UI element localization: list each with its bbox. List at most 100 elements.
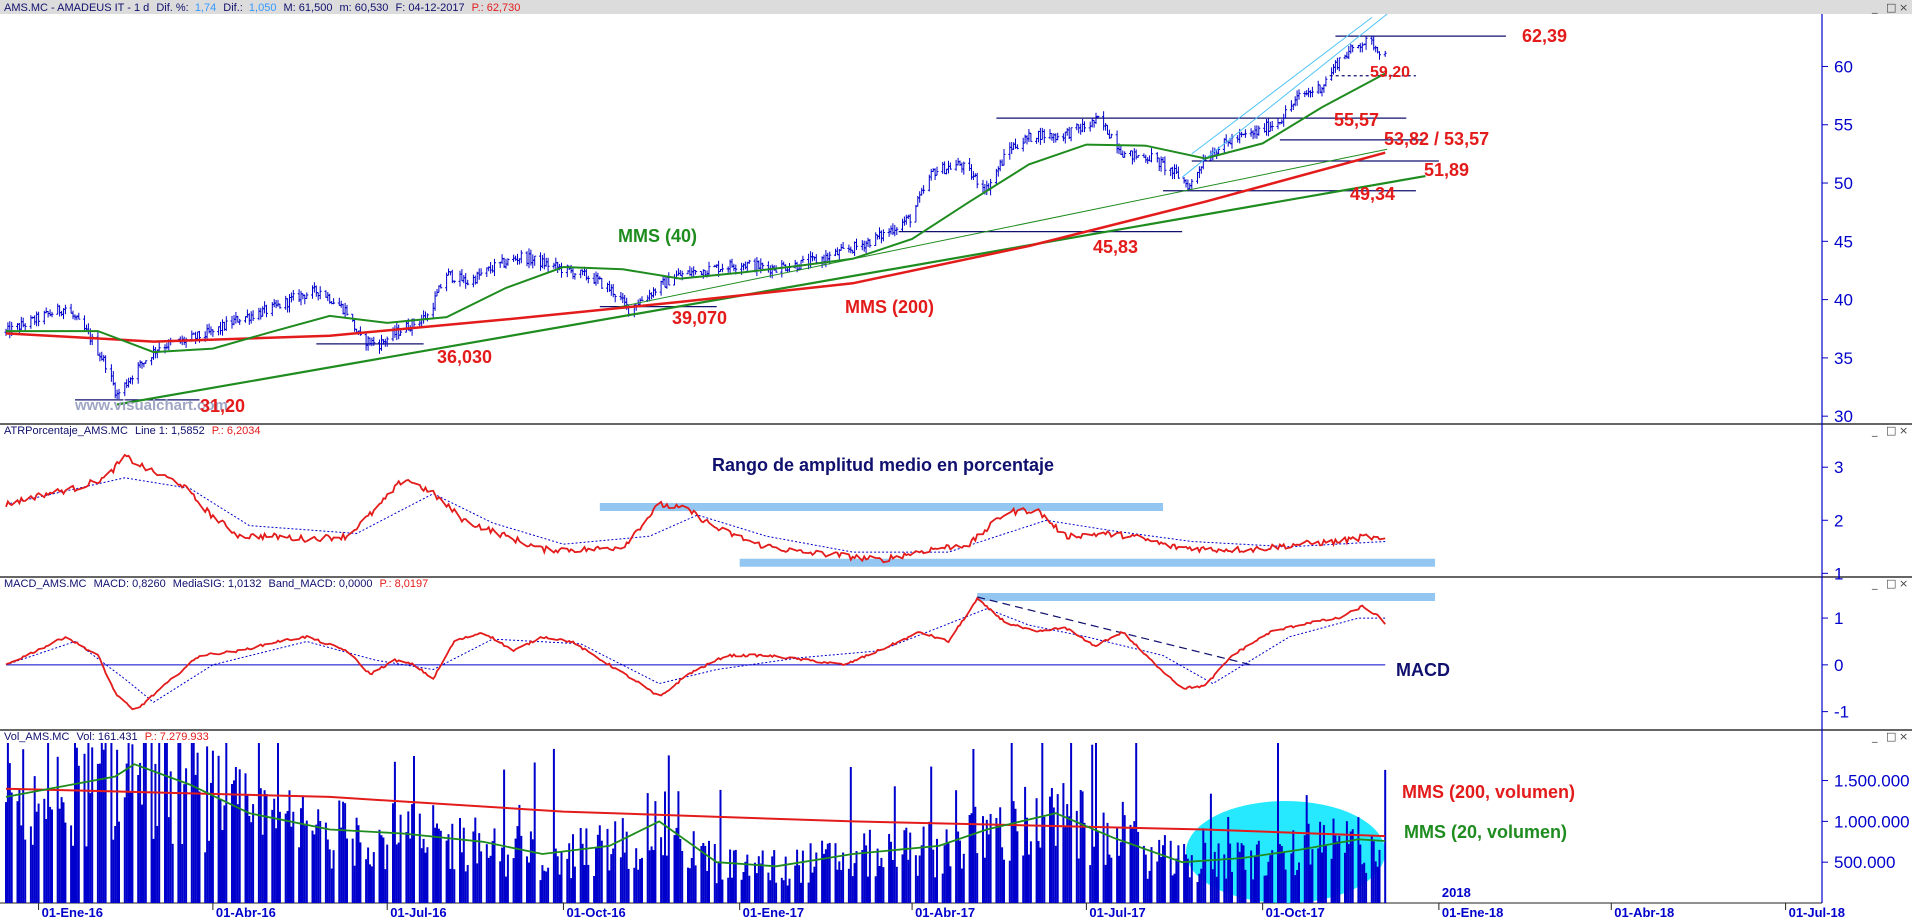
price-bar (358, 326, 362, 336)
price-bar (140, 361, 144, 369)
price-bar (889, 225, 893, 235)
atr-maximize-button[interactable]: □ (1886, 424, 1896, 437)
price-bar (343, 302, 347, 318)
volume-bar (271, 809, 274, 903)
volume-bar (834, 843, 837, 903)
close-button[interactable]: × (1899, 1, 1908, 14)
volume-bar (824, 849, 827, 903)
price-bar (324, 290, 328, 298)
volume-bar (154, 763, 157, 903)
volume-bar (985, 819, 988, 903)
price-bar (123, 382, 127, 397)
atr-signal-line (5, 477, 1386, 553)
volume-bar (1095, 743, 1097, 903)
volume-bar (1277, 743, 1279, 903)
volume-bar (503, 769, 506, 903)
volume-bar (759, 863, 762, 903)
volume-bar (1198, 873, 1201, 903)
volume-bar (572, 834, 574, 903)
volume-bar (37, 803, 40, 903)
volume-bar (1123, 815, 1126, 903)
volume-bar (196, 752, 199, 903)
macd-window-controls[interactable]: _ □ × (1871, 577, 1908, 590)
price-bar (236, 315, 240, 323)
price-bar (466, 279, 470, 286)
price-bar (1293, 96, 1297, 107)
price-bar (847, 244, 851, 253)
volume-bar (633, 867, 636, 903)
atr-window-controls[interactable]: _ □ × (1871, 424, 1908, 437)
volume-bar (102, 749, 105, 903)
volume-bar (384, 869, 387, 903)
volume-bar (263, 790, 266, 903)
volume-minimize-button[interactable]: _ (1871, 730, 1878, 743)
price-bar (968, 158, 972, 171)
price-bar (157, 342, 161, 352)
volume-bar (217, 755, 220, 903)
volume-bar (1160, 856, 1163, 903)
volume-bar (171, 843, 174, 903)
price-bar (238, 318, 242, 325)
volume-bar (317, 809, 320, 903)
macd-header-signal: MediaSIG: 1,0132 (173, 578, 262, 590)
volume-bar (936, 838, 938, 903)
volume-bar (485, 844, 488, 903)
volume-bar (1309, 864, 1312, 903)
volume-bar (1171, 875, 1174, 903)
price-bar (1309, 90, 1312, 98)
price-bar (726, 266, 730, 273)
vol-sma200-label: MMS (200, volumen) (1402, 782, 1575, 802)
price-bar (150, 357, 154, 366)
volume-window-controls[interactable]: _ □ × (1871, 730, 1908, 743)
price-bar (345, 304, 349, 316)
volume-bar (547, 867, 550, 903)
price-window-controls[interactable]: _ □ × (1871, 1, 1908, 14)
volume-bar (474, 817, 477, 903)
volume-bar (721, 879, 724, 903)
volume-bar (976, 853, 979, 903)
price-bar (878, 227, 881, 240)
atr-minimize-button[interactable]: _ (1871, 424, 1878, 437)
macd-minimize-button[interactable]: _ (1871, 577, 1878, 590)
volume-bar (1240, 843, 1243, 903)
atr-close-button[interactable]: × (1899, 424, 1908, 437)
macd-close-button[interactable]: × (1899, 577, 1908, 590)
price-bar (58, 305, 62, 317)
volume-bar (595, 847, 597, 903)
volume-bar (445, 840, 448, 903)
price-bar (1029, 132, 1033, 142)
volume-close-button[interactable]: × (1899, 730, 1908, 743)
price-bar (249, 311, 253, 324)
price-bar (1257, 125, 1261, 136)
maximize-button[interactable]: □ (1886, 1, 1896, 14)
price-bar (895, 227, 899, 235)
volume-bar (298, 847, 301, 903)
minimize-button[interactable]: _ (1871, 1, 1878, 14)
volume-bar (141, 804, 143, 903)
volume-bar (204, 852, 207, 903)
price-bar (667, 272, 671, 286)
volume-bar (181, 844, 184, 903)
macd-maximize-button[interactable]: □ (1886, 577, 1896, 590)
volume-bar (560, 851, 563, 903)
price-bar (370, 337, 374, 347)
volume-bar (315, 824, 318, 903)
volume-bar (1372, 841, 1375, 903)
sma200-line (5, 151, 1386, 343)
volume-bar (1317, 848, 1320, 903)
volume-bar (45, 819, 48, 903)
volume-bar (437, 828, 440, 903)
volume-bar (1162, 845, 1164, 903)
volume-bar (941, 873, 944, 903)
price-bar (1383, 50, 1387, 57)
volume-bar (727, 877, 730, 903)
price-bar (50, 311, 54, 318)
volume-bars (5, 743, 1387, 903)
volume-maximize-button[interactable]: □ (1886, 730, 1896, 743)
volume-bar (1303, 835, 1306, 903)
volume-bar (131, 744, 134, 903)
price-bar (1251, 130, 1255, 140)
price-bar (742, 263, 745, 271)
volume-bar (623, 852, 626, 903)
price-bar (341, 303, 345, 315)
